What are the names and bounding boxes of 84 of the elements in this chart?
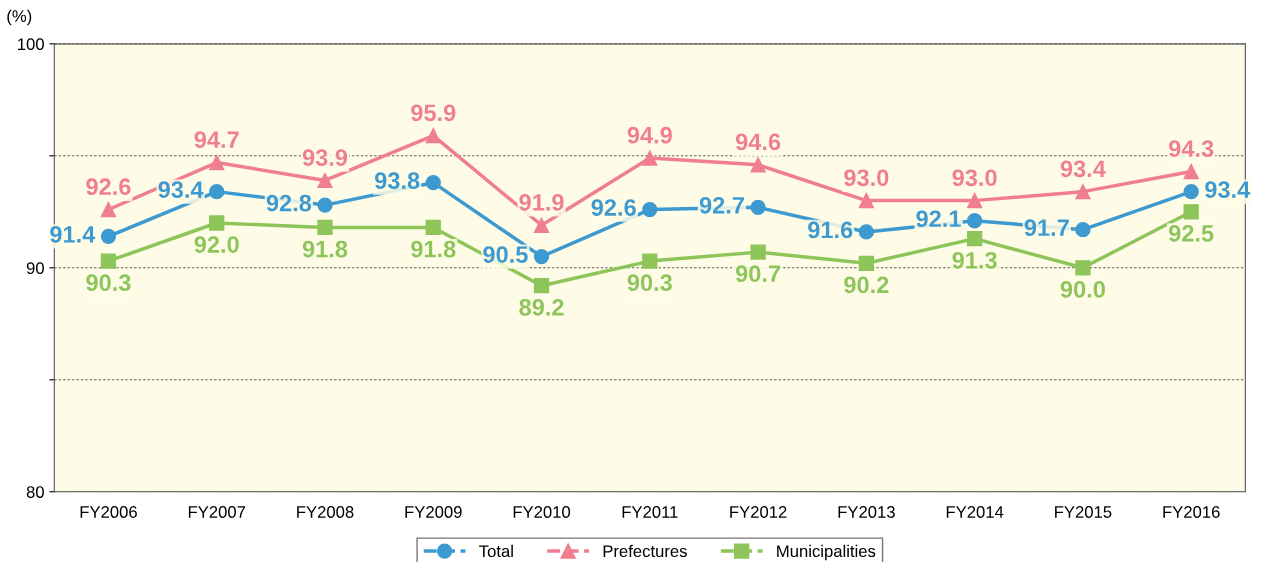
data-label: 91.8 (411, 240, 456, 258)
point (533, 217, 550, 233)
point (100, 201, 117, 218)
data-label: 90.3 (627, 274, 672, 292)
point (317, 219, 333, 236)
point (1183, 163, 1199, 180)
point (533, 248, 550, 265)
data-label: 90.3 (86, 274, 131, 292)
data-label: 91.9 (519, 194, 564, 211)
point (858, 192, 875, 209)
data-label: 92.7 (699, 196, 744, 214)
x-tick-label: FY2013 (838, 506, 895, 518)
point (1183, 204, 1199, 220)
point (858, 255, 875, 271)
point (425, 175, 441, 191)
x-tick-label: FY2010 (513, 506, 571, 518)
data-label: 91.4 (50, 226, 96, 243)
x-tick-label: FY2014 (946, 506, 1004, 518)
legend-label: Prefectures (603, 544, 687, 558)
x-tick-label: FY2008 (297, 506, 354, 518)
x-tick-label: FY2011 (622, 506, 678, 518)
point (425, 128, 441, 144)
data-label: 90.0 (1060, 281, 1105, 298)
x-tick-label: FY2012 (730, 506, 787, 518)
point (642, 150, 658, 166)
data-label: 94.7 (194, 131, 239, 149)
data-label: 92.5 (1169, 225, 1214, 242)
data-label: 89.2 (519, 298, 564, 316)
point (1075, 222, 1091, 238)
y-tick-label: 90 (26, 262, 44, 274)
data-label: 93.0 (844, 169, 889, 187)
data-label: 92.6 (591, 199, 636, 216)
point (209, 215, 225, 231)
point (858, 224, 875, 240)
data-label: 91.6 (808, 221, 853, 239)
point (1075, 260, 1091, 276)
data-label: 93.9 (302, 149, 348, 166)
data-label: 90.5 (483, 246, 528, 263)
point (750, 244, 766, 260)
y-tick-label: 80 (26, 486, 44, 498)
x-tick-label: FY2006 (80, 506, 137, 518)
point (100, 228, 117, 245)
x-tick-label: FY2016 (1163, 506, 1220, 518)
data-label: 93.4 (1060, 160, 1106, 178)
data-label: 94.3 (1169, 140, 1214, 158)
data-label: 93.4 (1205, 181, 1251, 199)
data-label: 94.6 (735, 133, 781, 151)
data-label: 93.8 (375, 172, 420, 190)
legend-label: Total (479, 544, 513, 558)
point (750, 157, 766, 173)
point (966, 231, 983, 247)
point (209, 184, 225, 200)
point (425, 219, 441, 236)
point (1183, 184, 1199, 200)
point (317, 197, 333, 213)
point (533, 278, 550, 294)
point (642, 201, 658, 218)
point (100, 253, 117, 269)
point (1075, 184, 1091, 200)
point (642, 253, 658, 269)
data-label: 92.1 (916, 210, 961, 228)
data-label: 91.3 (952, 251, 997, 269)
data-label: 93.0 (952, 169, 997, 187)
y-axis-title: (%) (7, 9, 32, 26)
point (966, 213, 983, 229)
y-tick-label: 100 (18, 38, 44, 51)
data-label: 92.0 (194, 236, 239, 253)
data-label: 90.7 (735, 265, 781, 283)
x-tick-label: FY2007 (188, 506, 246, 518)
point (750, 199, 766, 215)
data-label: 92.6 (86, 178, 131, 196)
data-label: 90.2 (844, 276, 889, 294)
legend-label: Municipalities (777, 544, 876, 561)
data-label: 94.9 (627, 126, 672, 144)
data-label: 93.4 (158, 181, 204, 199)
point (317, 172, 333, 189)
data-label: 91.7 (1024, 219, 1069, 237)
x-tick-label: FY2015 (1055, 506, 1112, 518)
point (966, 192, 983, 209)
data-label: 92.8 (266, 194, 312, 212)
x-tick-label: FY2009 (405, 506, 462, 518)
data-label: 91.8 (302, 240, 348, 258)
data-label: 95.9 (411, 104, 456, 122)
point (209, 154, 225, 171)
